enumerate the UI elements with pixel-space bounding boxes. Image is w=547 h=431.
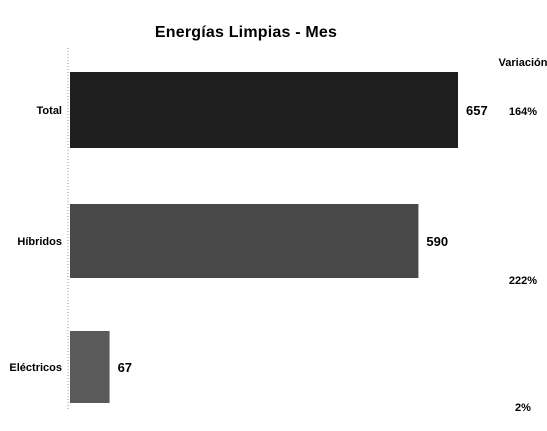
category-label: Total	[37, 105, 62, 117]
bar-1	[70, 72, 458, 148]
variation-value: 2%	[515, 402, 531, 414]
bar-2	[70, 204, 419, 278]
data-label: 67	[118, 360, 132, 375]
category-label: Eléctricos	[9, 362, 62, 374]
variation-header: Variación	[499, 57, 547, 69]
bar-3	[70, 331, 110, 403]
data-label: 657	[466, 103, 488, 118]
data-label: 590	[426, 234, 448, 249]
chart-title: Energías Limpias - Mes	[155, 24, 337, 41]
bars-group: Total 657 164% Híbridos 590 222% Eléctricos 67 2…	[9, 72, 537, 414]
variation-value: 164%	[509, 106, 537, 118]
variation-value: 222%	[509, 275, 537, 287]
category-label: Híbridos	[17, 236, 62, 248]
